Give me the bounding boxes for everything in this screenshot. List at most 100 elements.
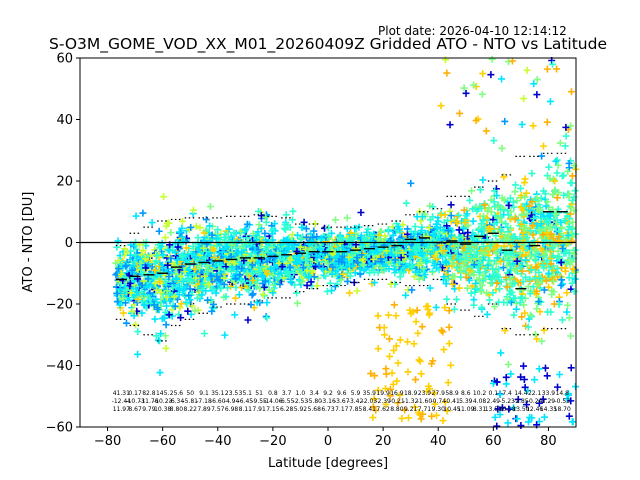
data-point — [469, 217, 477, 225]
data-point — [212, 289, 220, 297]
data-point — [336, 234, 344, 242]
data-point — [182, 256, 190, 264]
data-point — [382, 365, 390, 373]
data-point — [211, 230, 219, 238]
data-point — [380, 324, 388, 332]
data-point — [429, 357, 437, 365]
data-point — [206, 273, 214, 281]
data-point — [182, 283, 190, 291]
bin-stat-label: -1.60 — [417, 398, 433, 405]
data-point — [345, 253, 353, 261]
data-point — [113, 243, 121, 251]
data-point — [367, 237, 375, 245]
data-point — [424, 302, 432, 310]
data-point — [161, 234, 169, 242]
data-point — [117, 270, 125, 278]
data-point — [263, 314, 271, 322]
data-point — [200, 229, 208, 237]
data-point — [554, 383, 562, 391]
data-point — [332, 216, 340, 224]
data-point — [418, 227, 426, 235]
data-point — [354, 259, 362, 267]
data-point — [151, 279, 159, 287]
data-point — [297, 243, 305, 251]
bin-stat-label: 3.7 — [282, 390, 292, 397]
data-point — [496, 391, 504, 399]
data-point — [384, 311, 392, 319]
data-point — [129, 262, 137, 270]
data-point — [412, 318, 420, 326]
data-point — [197, 282, 205, 290]
data-point — [489, 379, 497, 387]
data-point — [157, 330, 165, 338]
data-point — [453, 264, 461, 272]
data-point — [475, 233, 483, 241]
data-point — [140, 269, 148, 277]
data-point — [280, 224, 288, 232]
bin-stat-label: 7.4 — [502, 390, 512, 397]
data-point — [512, 305, 520, 313]
bin-stat-label: 10.38 — [154, 406, 171, 413]
data-point — [493, 242, 501, 250]
data-point — [537, 245, 545, 253]
data-point — [134, 328, 142, 336]
x-axis-label: Latitude [degrees] — [268, 456, 388, 471]
bin-stat-label: 8.80 — [390, 406, 404, 413]
data-point — [455, 211, 463, 219]
data-point — [189, 206, 197, 214]
bin-stat-label: 0.17 — [128, 390, 142, 397]
data-point — [517, 373, 525, 381]
bin-stat-label: 9.6 — [337, 390, 347, 397]
data-point — [549, 191, 557, 199]
data-point — [475, 263, 483, 271]
data-point — [570, 287, 578, 295]
data-point — [382, 385, 390, 393]
data-point — [402, 199, 410, 207]
bin-stat-label: 145. — [156, 390, 169, 397]
bin-stat-label: 16.9 — [390, 390, 404, 397]
data-point — [396, 273, 404, 281]
data-point — [206, 222, 214, 230]
data-point — [513, 243, 521, 251]
data-point — [202, 254, 210, 262]
data-point — [191, 307, 199, 315]
data-point — [543, 65, 551, 73]
data-point — [434, 217, 442, 225]
data-point — [442, 280, 450, 288]
data-point — [568, 418, 576, 426]
bin-stat-label: 11.09 — [457, 406, 474, 413]
data-point — [315, 261, 323, 269]
data-point — [179, 286, 187, 294]
data-point — [538, 337, 546, 345]
bin-stat-label: -2.03 — [362, 398, 378, 405]
data-point — [269, 258, 277, 266]
bin-stat-label: -6.60 — [210, 398, 226, 405]
data-point — [446, 207, 454, 215]
data-point — [307, 230, 315, 238]
data-point — [455, 226, 463, 234]
data-point — [524, 418, 532, 426]
data-point — [508, 57, 516, 65]
data-point — [557, 281, 565, 289]
data-point — [167, 229, 175, 237]
data-point — [291, 281, 299, 289]
data-point — [543, 218, 551, 226]
bin-stat-label: -7.18 — [196, 398, 212, 405]
data-point — [451, 273, 459, 281]
data-point — [374, 312, 382, 320]
data-point — [490, 220, 498, 228]
data-point — [414, 409, 422, 417]
data-point — [553, 156, 561, 164]
data-point — [117, 280, 125, 288]
data-point — [148, 281, 156, 289]
data-point — [276, 280, 284, 288]
data-point — [293, 289, 301, 297]
data-point — [326, 279, 334, 287]
data-point — [450, 305, 458, 313]
data-point — [427, 250, 435, 258]
data-point — [540, 286, 548, 294]
data-point — [179, 253, 187, 261]
data-point — [367, 370, 375, 378]
data-point — [150, 301, 158, 309]
data-point — [524, 323, 532, 331]
